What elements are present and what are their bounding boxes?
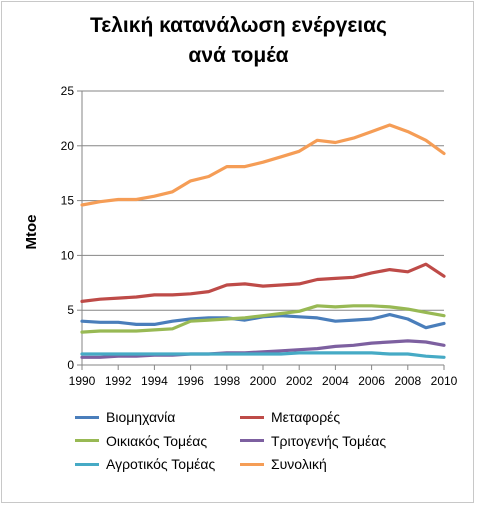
series-line	[80, 123, 446, 207]
legend-label: Συνολική	[271, 456, 327, 472]
x-tick-label: 1998	[213, 374, 240, 388]
legend-item: Συνολική	[240, 455, 327, 473]
y-tick-label: 20	[61, 139, 75, 153]
y-tick-label: 15	[61, 194, 75, 208]
legend-swatch	[75, 415, 99, 419]
x-tick-label: 2002	[286, 374, 313, 388]
y-axis-label: Mtoe	[23, 215, 40, 250]
y-tick-label: 0	[67, 358, 74, 372]
series-line	[80, 304, 446, 334]
legend-item: Μεταφορές	[240, 408, 340, 426]
x-tick-label: 1990	[69, 374, 96, 388]
tick-labels: 0 5 10 15 20 25 1990 1992 1994 1996 1998 2000 2002 20…	[61, 84, 458, 388]
x-tick-label: 2010	[431, 374, 458, 388]
x-tick-label: 2006	[358, 374, 385, 388]
y-tick-label: 5	[67, 303, 74, 317]
x-tick-label: 2000	[250, 374, 277, 388]
series-line	[80, 351, 446, 359]
legend-item: Βιομηχανία	[75, 408, 175, 426]
legend-swatch	[240, 462, 264, 466]
legend-item: Τριτογενής Τομέας	[240, 432, 386, 450]
grid-lines	[82, 90, 444, 311]
y-tick-label: 10	[61, 248, 75, 262]
x-tick-label: 2004	[322, 374, 349, 388]
y-tick-label: 25	[61, 84, 75, 98]
x-tick-label: 2008	[394, 374, 421, 388]
legend-swatch	[240, 415, 264, 419]
chart-title: Τελική κατανάλωση ενέργειας	[90, 14, 387, 37]
legend-label: Αγροτικός Τομέας	[106, 456, 216, 472]
x-tick-label: 1996	[177, 374, 204, 388]
legend-swatch	[240, 439, 264, 442]
series-line	[80, 339, 446, 359]
series-lines	[80, 123, 446, 359]
x-tick-label: 1994	[141, 374, 168, 388]
legend-swatch	[75, 439, 99, 442]
legend-label: Μεταφορές	[271, 409, 341, 425]
legend-label: Τριτογενής Τομέας	[271, 432, 387, 449]
legend-label: Οικιακός Τομέας	[106, 432, 208, 449]
legend-label: Βιομηχανία	[106, 409, 176, 425]
legend-swatch	[75, 462, 99, 466]
series-line	[80, 262, 446, 303]
axes	[77, 90, 445, 370]
x-tick-label: 1992	[105, 374, 132, 388]
chart-subtitle: ανά τομέα	[188, 44, 289, 67]
legend-item: Οικιακός Τομέας	[75, 432, 207, 450]
legend-item: Αγροτικός Τομέας	[75, 455, 215, 473]
